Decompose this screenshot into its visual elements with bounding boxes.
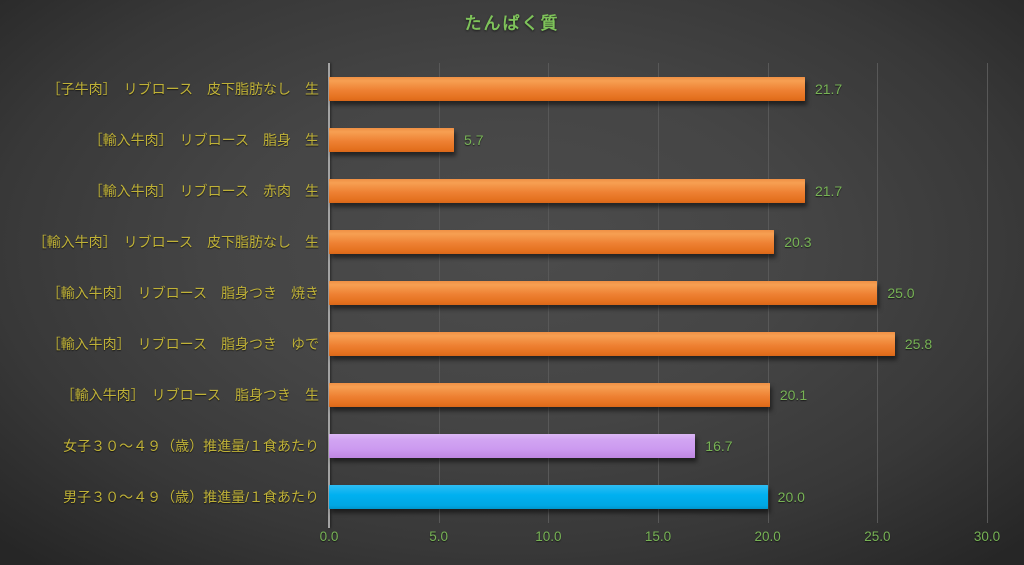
chart-row: 女子３０～４９（歳）推進量/１食あたり 16.7 xyxy=(0,421,1024,472)
chart-row: ［輸入牛肉］ リブロース 脂身つき 生 20.1 xyxy=(0,370,1024,421)
x-axis-tick-label: 20.0 xyxy=(754,529,781,544)
chart-title: たんぱく質 xyxy=(464,14,560,33)
bar xyxy=(329,485,768,510)
chart-row: ［輸入牛肉］ リブロース 脂身 生 5.7 xyxy=(0,114,1024,165)
chart-row: 男子３０～４９（歳）推進量/１食あたり 20.0 xyxy=(0,472,1024,523)
value-label: 21.7 xyxy=(814,80,843,97)
value-label: 20.0 xyxy=(777,489,805,506)
chart-row: ［輸入牛肉］ リブロース 脂身つき 焼き 25.0 xyxy=(0,267,1024,318)
value-label: 25.0 xyxy=(887,284,915,301)
bar xyxy=(329,383,770,408)
category-label: ［輸入牛肉］ リブロース 脂身つき 生 xyxy=(60,387,319,404)
chart-row: ［輸入牛肉］ リブロース 赤肉 生 21.7 xyxy=(0,165,1024,216)
chart-row: ［輸入牛肉］ リブロース 皮下脂肪なし 生 20.3 xyxy=(0,216,1024,267)
gridline xyxy=(877,63,879,523)
category-label: ［輸入牛肉］ リブロース 脂身つき ゆで xyxy=(46,336,319,353)
value-label: 20.1 xyxy=(779,387,808,404)
x-axis-tick-label: 30.0 xyxy=(973,529,1001,544)
x-axis-tick-label: 25.0 xyxy=(864,529,891,544)
bar xyxy=(329,229,775,254)
bar xyxy=(329,280,878,305)
category-label: ［輸入牛肉］ リブロース 皮下脂肪なし 生 xyxy=(32,233,319,250)
x-axis-tick-label: 0.0 xyxy=(319,529,339,544)
x-axis-tick-label: 15.0 xyxy=(644,529,672,544)
value-label: 21.7 xyxy=(814,182,843,199)
x-axis-tick-label: 10.0 xyxy=(535,529,562,544)
category-label: 男子３０～４９（歳）推進量/１食あたり xyxy=(63,489,319,506)
chart-row: ［子牛肉］ リブロース 皮下脂肪なし 生 21.7 xyxy=(0,63,1024,114)
value-label: 25.8 xyxy=(904,336,933,353)
gridline xyxy=(987,63,988,523)
value-label: 16.7 xyxy=(705,438,733,455)
category-label: ［輸入牛肉］ リブロース 脂身つき 焼き xyxy=(46,284,319,301)
category-label: ［輸入牛肉］ リブロース 赤肉 生 xyxy=(88,182,319,199)
bar xyxy=(329,434,696,459)
category-label: ［子牛肉］ リブロース 皮下脂肪なし 生 xyxy=(46,80,319,97)
bar xyxy=(329,127,455,152)
category-label: 女子３０～４９（歳）推進量/１食あたり xyxy=(63,438,319,455)
value-label: 5.7 xyxy=(464,131,484,148)
value-label: 20.3 xyxy=(784,233,812,250)
category-label: ［輸入牛肉］ リブロース 脂身 生 xyxy=(88,131,319,148)
bar xyxy=(329,178,805,203)
chart-row: ［輸入牛肉］ リブロース 脂身つき ゆで 25.8 xyxy=(0,319,1024,370)
bar xyxy=(329,76,805,101)
x-axis-tick-label: 5.0 xyxy=(429,529,449,544)
bar xyxy=(329,332,895,357)
